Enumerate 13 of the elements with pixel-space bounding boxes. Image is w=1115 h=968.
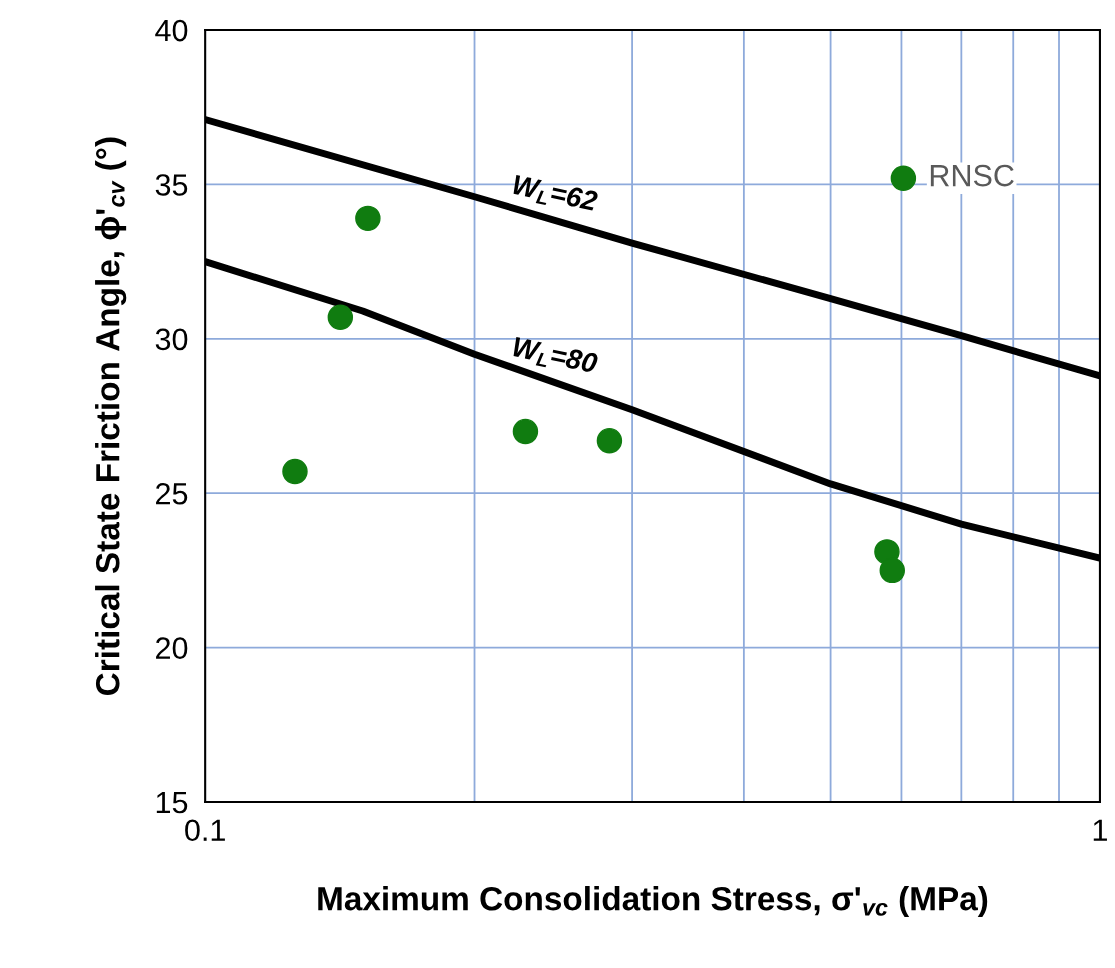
text: W$_{L}$=80 (511, 336, 599, 378)
y-tick-label: 25 (156, 482, 188, 505)
y-tick-label: 20 (156, 637, 188, 659)
y-tick-label: 30 (155, 328, 188, 351)
x-tick-label: 1 (1093, 819, 1107, 841)
x-axis-title: Maximum Consolidation Stress, σ'$_{vc}$ (MPa) (318, 886, 988, 918)
x-tick-label: 0.1 (185, 819, 225, 842)
y-tick-label: 40 (155, 19, 188, 42)
annotation: RNSC (930, 164, 1014, 187)
y-axis-title: Critical State Friction Angle, ϕ'$_{cv}$ (°) (95, 137, 127, 695)
y-tick-label: 15 (156, 792, 188, 814)
text: W$_{L}$=62 (511, 174, 599, 216)
y-tick-label: 35 (155, 174, 188, 196)
